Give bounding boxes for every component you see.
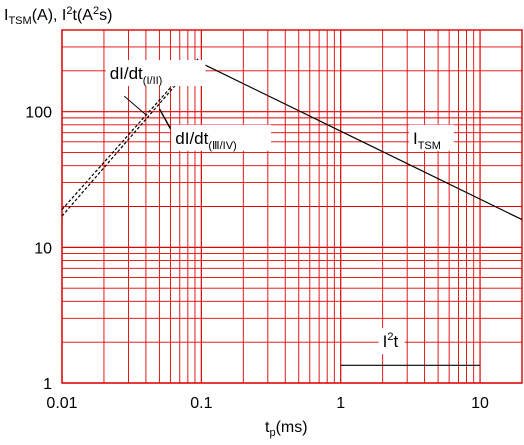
tick-labels: 0.01 0.1 1 10 1 10 100 [25,105,489,412]
grid [61,29,523,384]
x-tick-label: 1 [336,395,345,412]
leader-line-1 [123,95,147,116]
annotation-2: dI/dt(Ⅲ/IV) [175,129,236,152]
y-tick-label: 10 [34,240,52,257]
annotation-box-1 [105,60,206,87]
x-axis-label: tp(ms) [265,419,308,439]
annotations: dI/dt(I/II) dI/dt(Ⅲ/IV) ITSM I2t [105,60,454,355]
leader-line-2 [158,108,172,129]
annotation-box-4 [378,328,405,355]
y-tick-label: 100 [25,105,52,122]
annotation-4: I2t [383,331,399,351]
plot-frame [61,29,523,384]
y-axis-label: ITSM(A), I2t(A2s) [4,5,112,27]
annotation-box-3 [408,124,454,151]
x-tick-label: 10 [471,395,489,412]
series-line-3 [194,59,523,221]
x-tick-label: 0.01 [46,395,77,412]
annotation-box-2 [171,124,272,151]
annotation-1: dI/dt(I/II) [110,64,163,87]
x-tick-label: 0.1 [190,395,212,412]
annotation-3: ITSM [413,129,441,152]
y-tick-label: 1 [43,376,52,393]
